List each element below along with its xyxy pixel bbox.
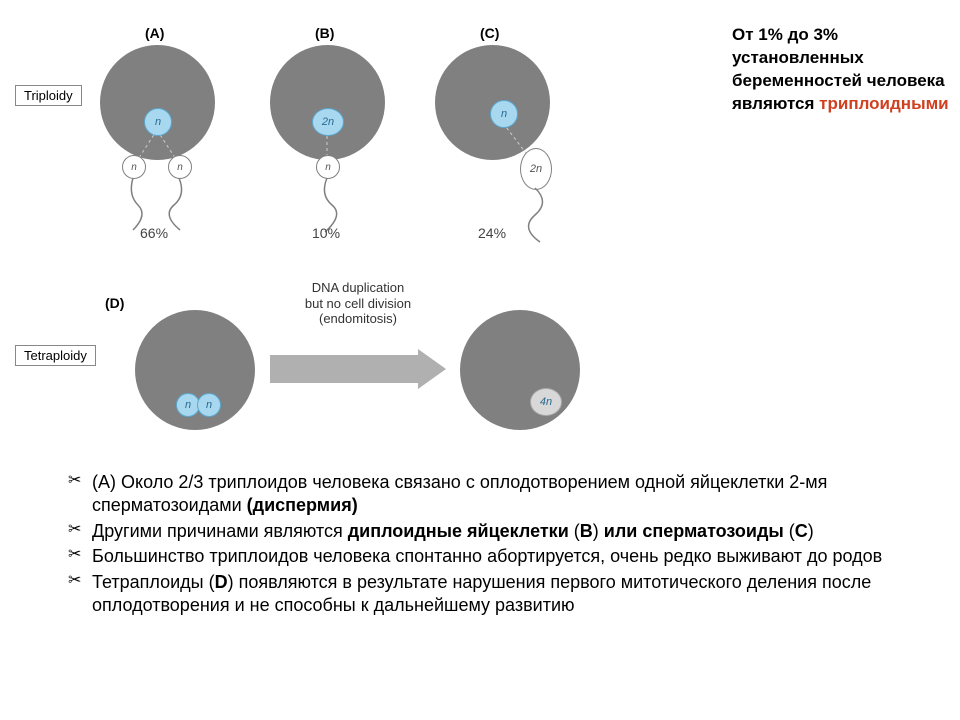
panel-C-letter: (C) bbox=[480, 25, 499, 41]
panel-D-right-egg bbox=[460, 310, 580, 430]
triploidy-tag: Triploidy bbox=[15, 85, 82, 106]
process-line2: but no cell division bbox=[305, 296, 411, 311]
panel-A-nucleus: n bbox=[144, 108, 172, 136]
bullet-item: Тетраплоиды (D) появляются в результате … bbox=[68, 571, 960, 618]
arrow-body bbox=[270, 355, 420, 383]
side-text: От 1% до 3% установленных беременностей … bbox=[732, 24, 952, 116]
process-line3: (endomitosis) bbox=[319, 311, 397, 326]
panel-A-percent: 66% bbox=[140, 225, 168, 241]
panel-C-tail bbox=[510, 180, 580, 250]
process-label: DNA duplication but no cell division (en… bbox=[278, 280, 438, 327]
panel-B-letter: (B) bbox=[315, 25, 334, 41]
diagram-area: Triploidy Tetraploidy (A) (B) (C) (D) n … bbox=[0, 0, 700, 440]
bullet-item: Большинство триплоидов человека спонтанн… bbox=[68, 545, 960, 568]
panel-A-letter: (A) bbox=[145, 25, 164, 41]
bullet-item: (А) Около 2/3 триплоидов человека связан… bbox=[68, 471, 960, 518]
bullet-item: Другими причинами являются диплоидные яй… bbox=[68, 520, 960, 543]
panel-B-percent: 10% bbox=[312, 225, 340, 241]
process-line1: DNA duplication bbox=[312, 280, 405, 295]
tetraploidy-tag: Tetraploidy bbox=[15, 345, 96, 366]
panel-D-letter: (D) bbox=[105, 295, 124, 311]
panel-D-nucleus2: n bbox=[197, 393, 221, 417]
panel-D-right-nucleus: 4n bbox=[530, 388, 562, 416]
arrow-head-icon bbox=[418, 349, 446, 389]
panel-B-nucleus: 2n bbox=[312, 108, 344, 136]
side-text-accent: триплоидными bbox=[819, 94, 948, 113]
panel-C-nucleus: n bbox=[490, 100, 518, 128]
bullet-list: (А) Около 2/3 триплоидов человека связан… bbox=[28, 471, 960, 619]
panel-C-percent: 24% bbox=[478, 225, 506, 241]
